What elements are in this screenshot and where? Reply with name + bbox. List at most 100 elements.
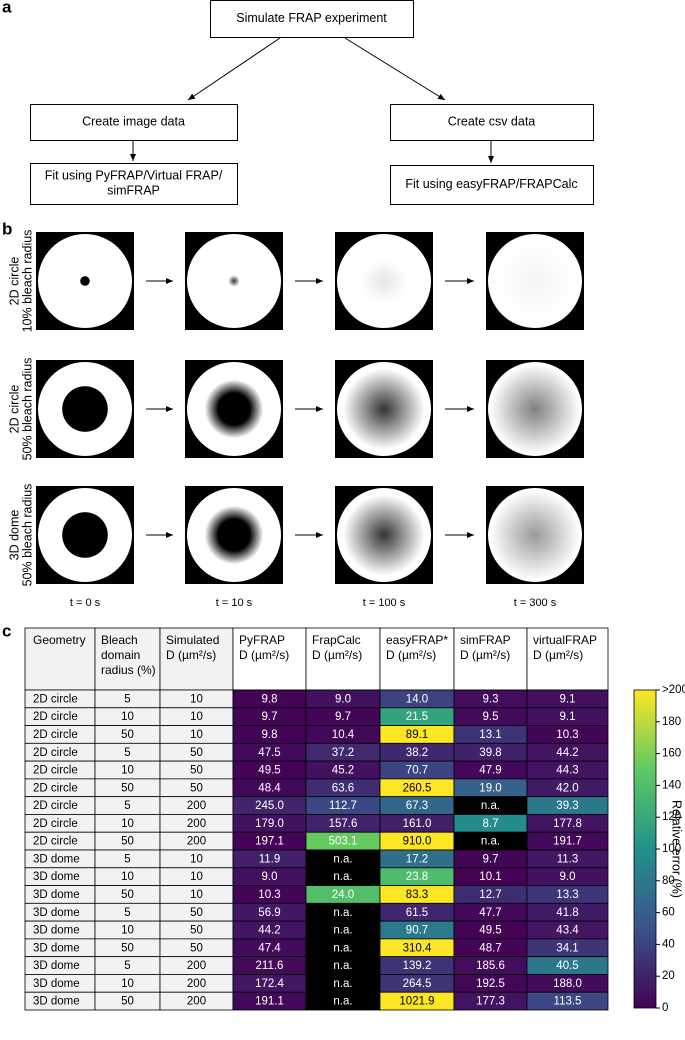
cell-text: 10 [190,853,203,865]
header-text: Simulated [166,633,219,647]
cell-text: 43.4 [556,925,579,937]
cell-text: 177.3 [476,996,505,1008]
cell-text: 264.5 [403,978,432,990]
cell-text: 9.7 [335,711,351,723]
cell-text: 61.5 [406,907,428,919]
cell-text: 3D dome [33,871,80,883]
cell-text: n.a. [333,942,352,954]
header-text: radius (%) [101,663,156,677]
cell-text: 310.4 [403,942,432,954]
cell-text: 10 [121,871,134,883]
header-text: easyFRAP* [386,633,448,647]
cell-text: n.a. [333,960,352,972]
cell-text: 200 [187,818,206,830]
cell-text: 10 [121,925,134,937]
cell-text: 34.1 [556,942,578,954]
snapshot-domain [187,488,281,582]
cell-text: 5 [124,747,130,759]
row-label: 2D circle [7,385,21,434]
header-text: domain [101,648,140,662]
cell-text: 50 [190,782,203,794]
cell-text: 50 [190,907,203,919]
cell-text: n.a. [333,925,352,937]
cell-text: 47.9 [479,765,501,777]
row-label: 50% bleach radius [20,484,34,587]
cell-text: 14.0 [406,693,428,705]
cell-text: n.a. [333,978,352,990]
colorbar-tick-label: 80 [662,875,675,887]
colorbar-tick-label: 180 [662,716,681,728]
cell-text: 3D dome [33,853,80,865]
cell-text: 49.5 [479,925,501,937]
cell-text: 10 [190,871,203,883]
cell-text: 5 [124,853,130,865]
header-cell [159,627,234,691]
cell-text: 10 [190,889,203,901]
cell-text: 89.1 [406,729,428,741]
cell-text: 179.0 [255,818,284,830]
cell-text: 50 [190,747,203,759]
header-text: simFRAP [460,633,511,647]
cell-text: 41.8 [556,907,578,919]
cell-text: 44.2 [556,747,578,759]
cell-text: 3D dome [33,960,80,972]
cell-text: 10 [190,729,203,741]
cell-text: 39.3 [556,800,578,812]
cell-text: 200 [187,836,206,848]
cell-text: n.a. [481,836,500,848]
cell-text: 50 [121,782,134,794]
header-cell [24,627,96,691]
cell-text: 45.2 [332,765,354,777]
cell-text: 47.4 [258,942,281,954]
cell-text: 10.3 [556,729,578,741]
time-label: t = 0 s [70,597,101,609]
header-text: PyFRAP [239,633,285,647]
cell-text: 3D dome [33,996,80,1008]
cell-text: 503.1 [329,836,358,848]
cell-text: 177.8 [553,818,582,830]
colorbar-label: Relative error (%) [670,800,684,898]
snapshot-domain [187,234,281,328]
cell-text: 50 [121,996,134,1008]
cell-text: 11.3 [557,853,579,865]
cell-text: 185.6 [476,960,505,972]
header-text: D (µm²/s) [533,648,583,662]
time-label: t = 10 s [216,597,253,609]
snapshot-domain [38,234,132,328]
cell-text: 3D dome [33,925,80,937]
cell-text: 10 [121,711,134,723]
cell-text: 188.0 [553,978,582,990]
cell-text: 5 [124,800,130,812]
cell-text: 2D circle [33,729,78,741]
colorbar-tick-label: 160 [662,748,681,760]
cell-text: 5 [124,907,130,919]
cell-text: 5 [124,693,130,705]
flow-box [210,0,414,38]
colorbar-tick-label: 120 [662,811,681,823]
flow-label: Simulate FRAP experiment [236,11,387,25]
cell-text: 3D dome [33,907,80,919]
cell-text: 44.2 [258,925,280,937]
snapshot-domain [187,362,281,456]
cell-text: 83.3 [406,889,428,901]
cell-text: 3D dome [33,942,80,954]
snapshot-domain [337,362,431,456]
flow-box [390,104,594,141]
row-label: 10% bleach radius [20,230,34,333]
flow-arrow [344,37,446,101]
row-label: 2D circle [7,257,21,306]
header-text: Geometry [33,633,86,647]
colorbar [633,689,657,1009]
cell-text: 200 [187,978,206,990]
panel-label: c [2,621,11,640]
header-text: D (µm²/s) [239,648,289,662]
cell-text: 191.1 [255,996,284,1008]
cell-text: 9.5 [483,711,499,723]
cell-text: 50 [121,889,134,901]
snapshot-domain [488,488,582,582]
cell-text: 113.5 [554,996,582,1008]
cell-text: 13.1 [479,729,501,741]
row-label: 50% bleach radius [20,358,34,461]
